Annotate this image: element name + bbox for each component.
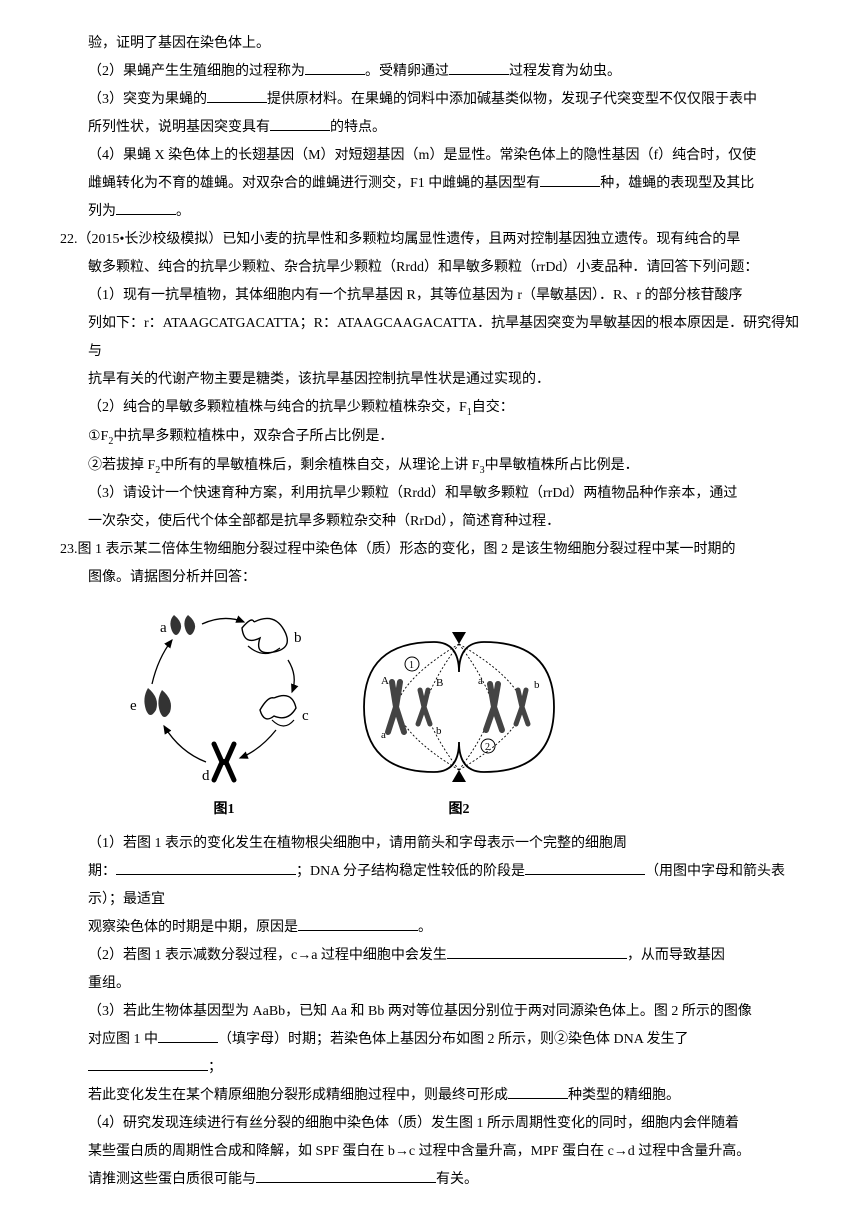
blank xyxy=(508,1083,568,1100)
svg-text:b: b xyxy=(436,725,442,737)
blank xyxy=(116,198,176,215)
blank xyxy=(305,58,365,75)
node-b: b xyxy=(294,630,302,646)
svg-text:1: 1 xyxy=(409,660,414,671)
svg-text:a: a xyxy=(478,675,483,687)
node-e: e xyxy=(130,698,137,714)
figure-1-label: 图1 xyxy=(214,796,235,824)
q-part2: （2）果蝇产生生殖细胞的过程称为。受精卵通过过程发育为幼虫。 xyxy=(60,58,800,86)
q23-body: 图像。请据图分析并回答： a xyxy=(88,564,800,1194)
svg-text:a: a xyxy=(381,729,386,741)
blank xyxy=(447,943,627,960)
question-number: 23. xyxy=(60,542,78,557)
figure-1: a b c xyxy=(124,602,324,824)
question-23: 23.图 1 表示某二倍体生物细胞分裂过程中染色体（质）形态的变化，图 2 是该… xyxy=(60,536,800,1194)
line-experiment: 验，证明了基因在染色体上。 xyxy=(60,30,800,58)
node-c: c xyxy=(302,708,309,724)
question-22: 22.（2015•长沙校级模拟）已知小麦的抗旱性和多颗粒均属显性遗传，且两对控制… xyxy=(60,226,800,536)
svg-text:A: A xyxy=(381,675,389,687)
q22-body: 敏多颗粒、纯合的抗旱少颗粒、杂合抗旱少颗粒（Rrdd）和旱敏多颗粒（rrDd）小… xyxy=(88,254,800,536)
q-part3-cont: 所列性状，说明基因突变具有的特点。 xyxy=(60,114,800,142)
svg-text:2: 2 xyxy=(485,742,490,753)
prior-question-continuation: 验，证明了基因在染色体上。 （2）果蝇产生生殖细胞的过程称为。受精卵通过过程发育… xyxy=(60,30,800,226)
q22-stem: 22.（2015•长沙校级模拟）已知小麦的抗旱性和多颗粒均属显性遗传，且两对控制… xyxy=(60,226,800,254)
blank xyxy=(256,1167,436,1184)
blank xyxy=(540,170,600,187)
node-d: d xyxy=(202,768,210,784)
figure-2: A B a b 1 a b xyxy=(344,622,574,824)
figure-2-label: 图2 xyxy=(449,796,470,824)
blank xyxy=(207,86,267,103)
exam-content: 验，证明了基因在染色体上。 （2）果蝇产生生殖细胞的过程称为。受精卵通过过程发育… xyxy=(60,30,800,1194)
q-part4: （4）果蝇 X 染色体上的长翅基因（M）对短翅基因（m）是显性。常染色体上的隐性… xyxy=(60,142,800,170)
blank xyxy=(525,859,645,876)
blank xyxy=(298,915,418,932)
svg-text:B: B xyxy=(436,677,443,689)
q-part4-cont: 雌蝇转化为不育的雄蝇。对双杂合的雌蝇进行测交，F1 中雌蝇的基因型有种，雄蝇的表… xyxy=(60,170,800,198)
chromosome-cycle-svg: a b c xyxy=(124,602,324,792)
node-a: a xyxy=(160,620,167,636)
cell-division-svg: A B a b 1 a b xyxy=(344,622,574,792)
svg-text:b: b xyxy=(534,679,540,691)
blank xyxy=(449,58,509,75)
question-number: 22. xyxy=(60,232,78,247)
blank xyxy=(270,114,330,131)
blank xyxy=(116,859,296,876)
figure-row: a b c xyxy=(124,602,800,824)
q23-stem: 23.图 1 表示某二倍体生物细胞分裂过程中染色体（质）形态的变化，图 2 是该… xyxy=(60,536,800,564)
blank xyxy=(88,1055,208,1072)
q-part4-cont2: 列为。 xyxy=(60,198,800,226)
blank xyxy=(158,1027,218,1044)
q-part3: （3）突变为果蝇的提供原材料。在果蝇的饲料中添加碱基类似物，发现子代突变型不仅仅… xyxy=(60,86,800,114)
